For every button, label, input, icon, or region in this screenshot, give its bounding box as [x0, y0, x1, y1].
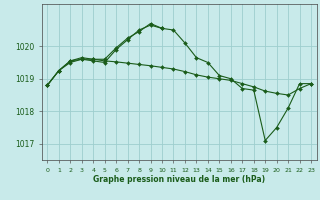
X-axis label: Graphe pression niveau de la mer (hPa): Graphe pression niveau de la mer (hPa) [93, 175, 265, 184]
